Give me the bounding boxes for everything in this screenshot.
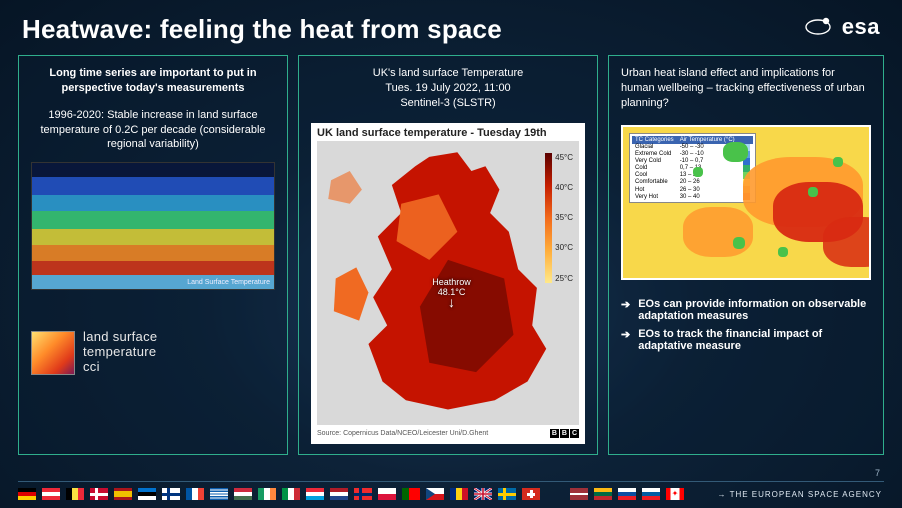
flag-italy: [282, 488, 300, 500]
flag-belgium: [66, 488, 84, 500]
panel-heat-island: Urban heat island effect and implication…: [608, 55, 884, 455]
lst-cci-logo: land surface temperature cci: [31, 330, 275, 375]
panel1-lead: Long time series are important to put in…: [31, 66, 275, 96]
footer-agency: THE EUROPEAN SPACE AGENCY: [717, 490, 882, 499]
heat-island-map: TC CategoriesAir Temperature (°C)Glacial…: [621, 125, 871, 280]
flag-latvia: [570, 488, 588, 500]
flag-lithuania: [594, 488, 612, 500]
flag-france: [186, 488, 204, 500]
uk-figure-title: UK land surface temperature - Tuesday 19…: [317, 127, 579, 139]
flag-switzerland: [522, 488, 540, 500]
panel2-lead: UK's land surface Temperature Tues. 19 J…: [311, 66, 585, 111]
esa-logo: esa: [804, 14, 880, 40]
flag-austria: [42, 488, 60, 500]
flag-slovakia: [618, 488, 636, 500]
flag-finland: [162, 488, 180, 500]
flag-hungary: [234, 488, 252, 500]
flag-slovenia: [642, 488, 660, 500]
flag-greece: [210, 488, 228, 500]
flag-poland: [378, 488, 396, 500]
flag-portugal: [402, 488, 420, 500]
flag-ireland: [258, 488, 276, 500]
flag-blank: [546, 488, 564, 500]
world-lst-map: Land Surface Temperature: [31, 162, 275, 290]
flag-sweden: [498, 488, 516, 500]
flag-canada: ✦: [666, 488, 684, 500]
panel3-lead: Urban heat island effect and implication…: [621, 66, 871, 111]
panel-uk-lst: UK's land surface Temperature Tues. 19 J…: [298, 55, 598, 455]
flag-estonia: [138, 488, 156, 500]
page-number: 7: [875, 468, 880, 478]
uk-source: Source: Copernicus Data/NCEO/Leicester U…: [317, 430, 488, 437]
heathrow-label: Heathrow 48.1°C ↓: [432, 277, 471, 308]
member-flags: ✦: [18, 488, 684, 500]
uk-colorbar: 45°C40°C35°C30°C25°C: [545, 153, 573, 283]
flag-netherlands: [330, 488, 348, 500]
panel-timeseries: Long time series are important to put in…: [18, 55, 288, 455]
flag-germany: [18, 488, 36, 500]
flag-romania: [450, 488, 468, 500]
flag-uk: [474, 488, 492, 500]
panel3-bullets: ➔EOs can provide information on observab…: [621, 298, 871, 358]
flag-denmark: [90, 488, 108, 500]
uk-map: 45°C40°C35°C30°C25°C Heathrow 48.1°C ↓: [317, 141, 579, 425]
bbc-logo: BBC: [550, 429, 579, 438]
flag-luxembourg: [306, 488, 324, 500]
flag-spain: [114, 488, 132, 500]
flag-czech: [426, 488, 444, 500]
flag-norway: [354, 488, 372, 500]
page-title: Heatwave: feeling the heat from space: [22, 14, 502, 45]
panel1-sub: 1996-2020: Stable increase in land surfa…: [31, 108, 275, 153]
